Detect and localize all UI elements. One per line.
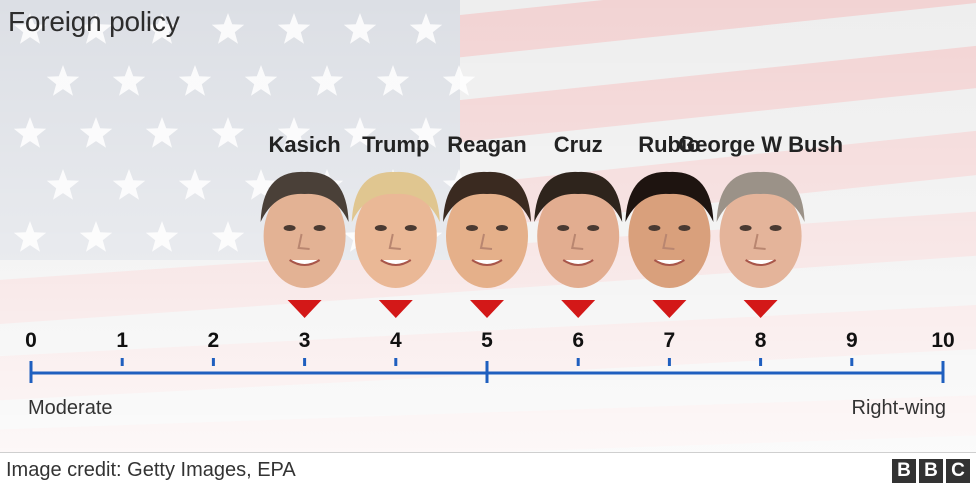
bbc-logo: B B C — [892, 459, 970, 483]
tick-label: 7 — [664, 329, 676, 352]
tick-label: 1 — [116, 329, 128, 352]
right-wing-label: Right-wing — [852, 397, 946, 419]
bbc-logo-letter: B — [919, 459, 943, 483]
position-marker-icon — [287, 300, 322, 318]
position-marker-icon — [561, 300, 596, 318]
politician-face — [260, 171, 349, 288]
chart-title: Foreign policy — [8, 6, 180, 37]
scale-axis — [29, 358, 945, 383]
politician-name: Rubio — [638, 132, 700, 157]
bbc-logo-letter: C — [946, 459, 970, 483]
position-marker-icon — [652, 300, 687, 318]
politician-name: George W Bush — [678, 132, 843, 157]
tick-label: 5 — [481, 329, 493, 352]
position-marker-icon — [470, 300, 504, 318]
tick-label: 0 — [25, 329, 37, 352]
tick-label: 8 — [755, 329, 767, 352]
footer: Image credit: Getty Images, EPA B B C — [0, 452, 976, 488]
politician-face — [716, 171, 805, 288]
image-credit: Image credit: Getty Images, EPA — [6, 459, 296, 481]
tick-label: 4 — [390, 329, 402, 352]
tick-label: 2 — [208, 329, 220, 352]
position-markers — [287, 300, 778, 318]
tick-label: 9 — [846, 329, 858, 352]
politician-face — [625, 171, 714, 288]
position-marker-icon — [378, 300, 413, 318]
tick-label: 3 — [299, 329, 311, 352]
politician-name: Cruz — [554, 132, 603, 157]
politician-face — [534, 171, 623, 288]
politician-name: Trump — [362, 132, 429, 157]
position-marker-icon — [743, 300, 778, 318]
moderate-label: Moderate — [28, 397, 113, 419]
politician-faces — [260, 171, 805, 288]
politician-face — [443, 171, 531, 288]
politician-face — [351, 171, 440, 288]
bbc-logo-letter: B — [892, 459, 916, 483]
tick-label: 6 — [572, 329, 584, 352]
politician-name: Kasich — [269, 132, 341, 157]
tick-label: 10 — [931, 329, 954, 352]
tick-labels: 0 1 2 3 4 5 6 7 8 9 10 — [25, 329, 955, 352]
politician-name: Reagan — [447, 132, 526, 157]
